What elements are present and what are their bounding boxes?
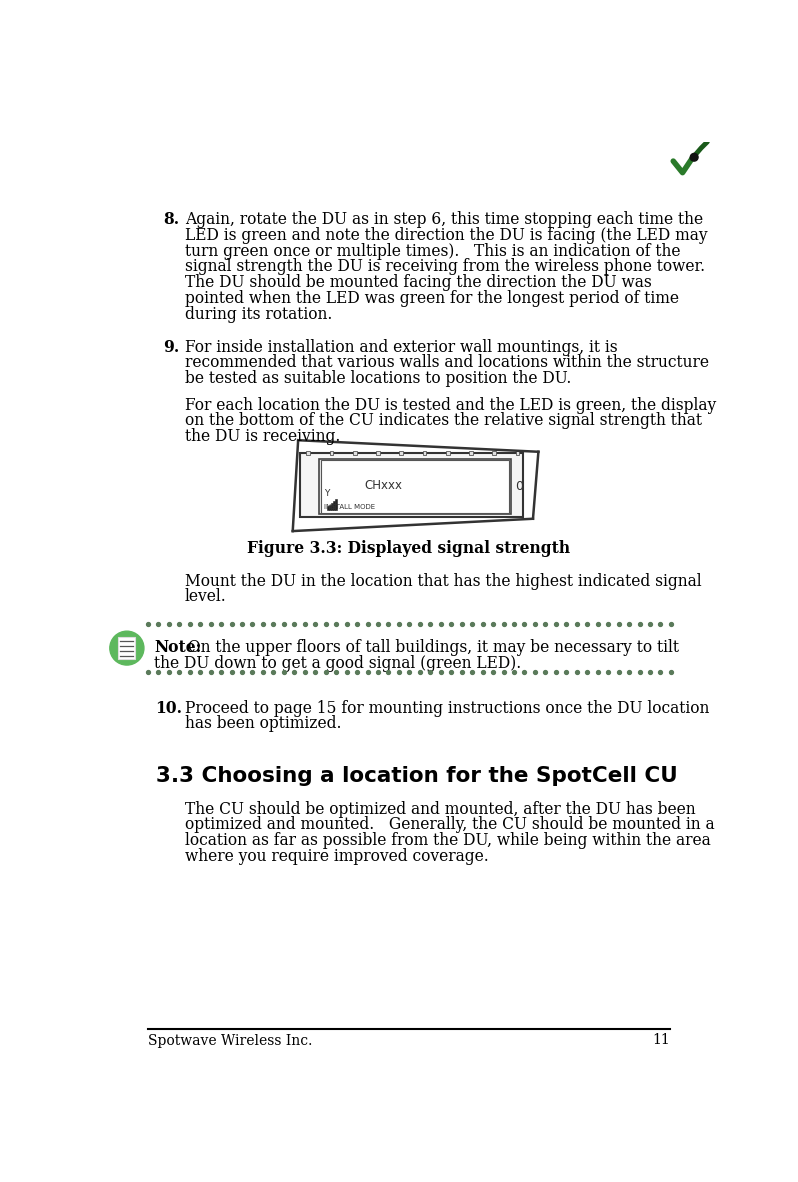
Text: INSTALL MODE: INSTALL MODE [325, 504, 376, 509]
Bar [327, 506, 329, 509]
Text: location as far as possible from the DU, while being within the area: location as far as possible from the DU,… [185, 832, 711, 849]
Text: 3.3 Choosing a location for the SpotCell CU: 3.3 Choosing a location for the SpotCell… [156, 766, 678, 786]
Text: be tested as suitable locations to position the DU.: be tested as suitable locations to posit… [185, 370, 571, 388]
Text: Spotwave Wireless Inc.: Spotwave Wireless Inc. [148, 1033, 312, 1047]
Text: On the upper floors of tall buildings, it may be necessary to tilt: On the upper floors of tall buildings, i… [184, 639, 679, 656]
Text: recommended that various walls and locations within the structure: recommended that various walls and locat… [185, 355, 709, 371]
Bar [446, 452, 449, 455]
Bar [330, 452, 334, 455]
Text: signal strength the DU is receiving from the wireless phone tower.: signal strength the DU is receiving from… [185, 259, 705, 275]
Circle shape [690, 154, 698, 161]
Text: Figure 3.3: Displayed signal strength: Figure 3.3: Displayed signal strength [247, 540, 571, 558]
Text: level.: level. [185, 589, 227, 605]
Bar [353, 452, 357, 455]
Circle shape [110, 631, 144, 665]
Text: has been optimized.: has been optimized. [185, 715, 342, 733]
Text: The DU should be mounted facing the direction the DU was: The DU should be mounted facing the dire… [185, 274, 652, 291]
Text: Y: Y [325, 489, 330, 498]
Bar [333, 501, 335, 509]
Text: The CU should be optimized and mounted, after the DU has been: The CU should be optimized and mounted, … [185, 800, 696, 818]
Text: the DU is receiving.: the DU is receiving. [185, 428, 341, 446]
Text: the DU down to get a good signal (green LED).: the DU down to get a good signal (green … [154, 655, 521, 671]
Text: optimized and mounted.   Generally, the CU should be mounted in a: optimized and mounted. Generally, the CU… [185, 817, 715, 833]
Text: Mount the DU in the location that has the highest indicated signal: Mount the DU in the location that has th… [185, 572, 701, 590]
Bar [306, 452, 310, 455]
Text: 11: 11 [653, 1033, 670, 1047]
Text: Again, rotate the DU as in step 6, this time stopping each time the: Again, rotate the DU as in step 6, this … [185, 212, 703, 228]
Bar [469, 452, 473, 455]
Bar [516, 452, 519, 455]
Bar [399, 452, 403, 455]
Bar [335, 499, 337, 509]
Text: 10.: 10. [156, 700, 183, 716]
Bar [376, 452, 380, 455]
Bar [329, 505, 330, 509]
Text: on the bottom of the CU indicates the relative signal strength that: on the bottom of the CU indicates the re… [185, 413, 702, 429]
Text: pointed when the LED was green for the longest period of time: pointed when the LED was green for the l… [185, 290, 679, 307]
Bar [331, 502, 333, 509]
Text: 0: 0 [516, 480, 523, 493]
Text: For each location the DU is tested and the LED is green, the display: For each location the DU is tested and t… [185, 397, 717, 414]
Text: during its rotation.: during its rotation. [185, 306, 333, 323]
Text: where you require improved coverage.: where you require improved coverage. [185, 847, 488, 865]
Text: 9.: 9. [164, 338, 180, 356]
Text: 8.: 8. [164, 212, 180, 228]
Bar [422, 452, 426, 455]
Text: CHxxx: CHxxx [364, 479, 402, 492]
Bar [319, 459, 512, 514]
Text: Note:: Note: [154, 639, 201, 656]
Bar [322, 460, 509, 513]
Bar [118, 637, 136, 658]
Text: turn green once or multiple times).   This is an indication of the: turn green once or multiple times). This… [185, 242, 681, 260]
Bar [492, 452, 496, 455]
Text: For inside installation and exterior wall mountings, it is: For inside installation and exterior wal… [185, 338, 618, 356]
Text: LED is green and note the direction the DU is facing (the LED may: LED is green and note the direction the … [185, 227, 708, 243]
Bar [300, 453, 523, 518]
Text: Proceed to page 15 for mounting instructions once the DU location: Proceed to page 15 for mounting instruct… [185, 700, 709, 716]
